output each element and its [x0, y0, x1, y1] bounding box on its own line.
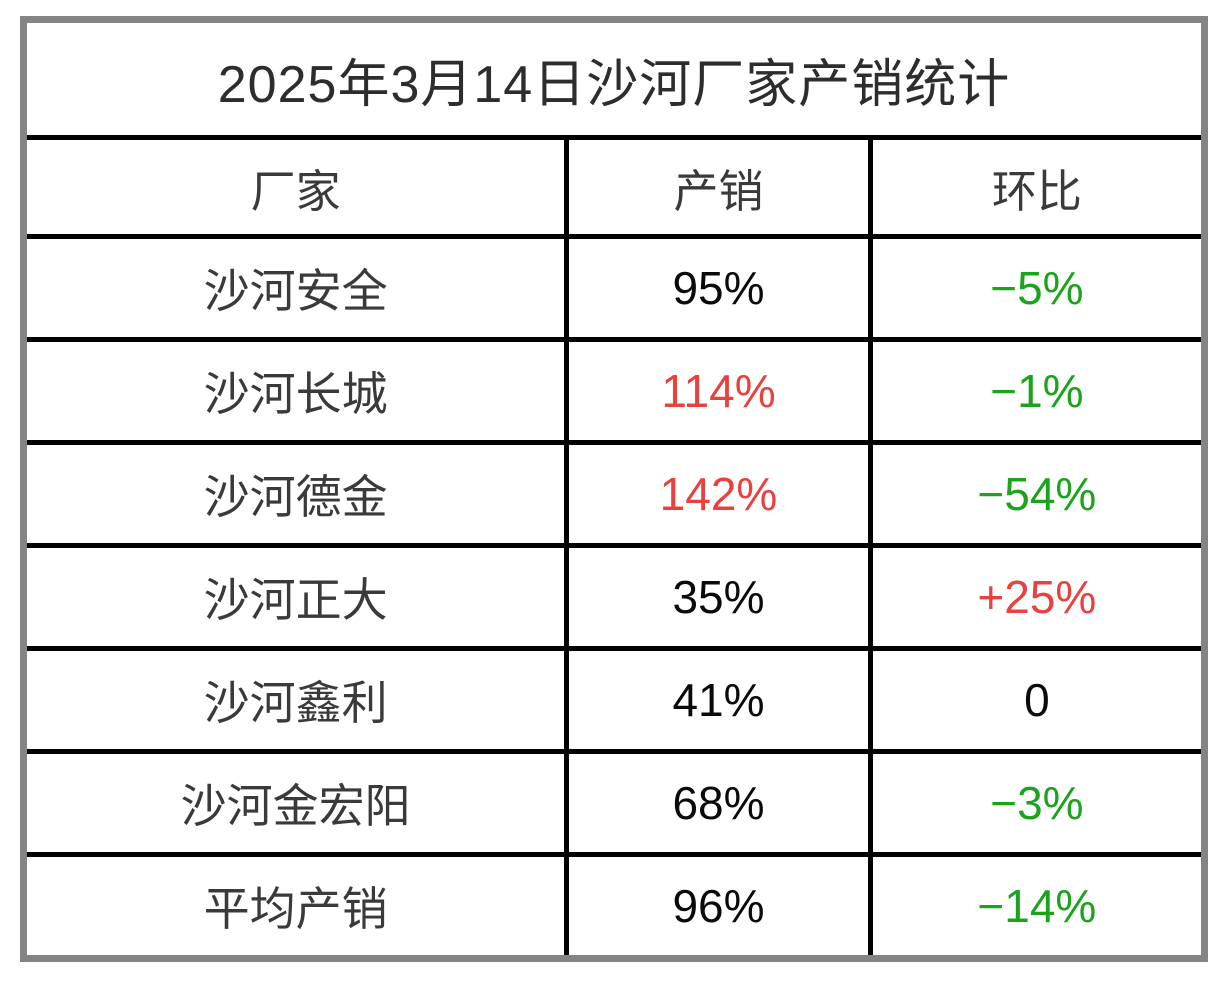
column-header-mom-change: 环比 [867, 135, 1208, 239]
cell-manufacturer: 平均产销 [20, 852, 570, 961]
cell-mom-change: −54% [867, 440, 1208, 548]
cell-manufacturer: 沙河长城 [20, 337, 570, 445]
production-sales-table: 2025年3月14日沙河厂家产销统计 厂家 产销 环比 沙河安全 95% −5% 沙河… [20, 16, 1208, 962]
table-body: 沙河安全 95% −5% 沙河长城 114% −1% 沙河德金 142% −54% 沙河正大 35%… [20, 234, 1208, 961]
cell-mom-change: −14% [867, 852, 1208, 961]
cell-mom-change: 0 [867, 646, 1208, 754]
column-header-manufacturer: 厂家 [20, 135, 570, 239]
table-row: 沙河德金 142% −54% [20, 440, 1208, 548]
cell-mom-change: −5% [867, 234, 1208, 342]
cell-manufacturer: 沙河金宏阳 [20, 749, 570, 857]
table-title: 2025年3月14日沙河厂家产销统计 [21, 17, 1207, 140]
cell-manufacturer: 沙河德金 [20, 440, 570, 548]
cell-production-sales: 68% [564, 749, 873, 857]
cell-production-sales: 96% [564, 852, 873, 961]
cell-production-sales: 142% [564, 440, 873, 548]
cell-manufacturer: 沙河鑫利 [20, 646, 570, 754]
cell-mom-change: −1% [867, 337, 1208, 445]
cell-mom-change: +25% [867, 543, 1208, 651]
cell-production-sales: 35% [564, 543, 873, 651]
header-row: 厂家 产销 环比 [20, 135, 1208, 239]
cell-mom-change: −3% [867, 749, 1208, 857]
cell-production-sales: 114% [564, 337, 873, 445]
title-row: 2025年3月14日沙河厂家产销统计 [21, 17, 1207, 140]
cell-production-sales: 41% [564, 646, 873, 754]
cell-manufacturer: 沙河正大 [20, 543, 570, 651]
table-row: 沙河金宏阳 68% −3% [20, 749, 1208, 857]
cell-manufacturer: 沙河安全 [20, 234, 570, 342]
table-row: 沙河长城 114% −1% [20, 337, 1208, 445]
table-row: 沙河安全 95% −5% [20, 234, 1208, 342]
table-row: 平均产销 96% −14% [20, 852, 1208, 961]
table-row: 沙河正大 35% +25% [20, 543, 1208, 651]
cell-production-sales: 95% [564, 234, 873, 342]
column-header-production-sales: 产销 [564, 135, 873, 239]
table-row: 沙河鑫利 41% 0 [20, 646, 1208, 754]
